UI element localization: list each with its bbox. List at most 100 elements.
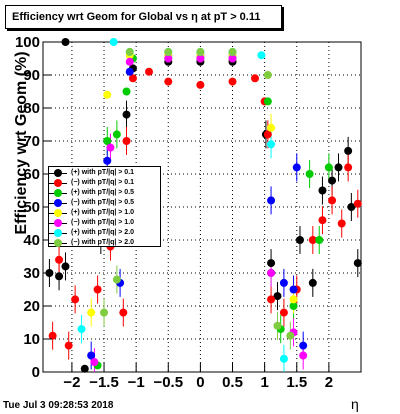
marker-series-1 bbox=[93, 285, 102, 294]
legend-marker bbox=[54, 169, 62, 177]
marker-series-0 bbox=[80, 364, 89, 373]
marker-series-0 bbox=[295, 236, 304, 244]
legend-label: (+) with pT/|q| > 0.1 bbox=[71, 169, 135, 176]
marker-series-1 bbox=[328, 196, 337, 205]
marker-series-6 bbox=[77, 325, 86, 334]
legend-label: (+) with pT/|q| > 2.0 bbox=[71, 229, 135, 236]
y-tick-label: 0 bbox=[32, 364, 40, 381]
marker-series-5 bbox=[90, 358, 99, 367]
x-tick-label: −2 bbox=[63, 374, 80, 391]
marker-series-1 bbox=[122, 137, 131, 145]
legend-item: (−) with pT/|q| > 0.5 bbox=[49, 198, 160, 208]
marker-series-2 bbox=[324, 163, 333, 172]
marker-series-5 bbox=[106, 143, 115, 152]
legend-label: (+) with pT/|q| > 1.0 bbox=[71, 209, 135, 216]
y-tick-label: 20 bbox=[23, 298, 40, 315]
marker-series-0 bbox=[267, 259, 276, 268]
y-tick-label: 70 bbox=[23, 133, 40, 150]
legend-marker bbox=[54, 179, 62, 187]
marker-series-4 bbox=[267, 123, 276, 132]
x-tick-label: −1 bbox=[128, 374, 145, 391]
y-axis-label: Efficiency wrt Geom (%) bbox=[13, 51, 30, 235]
marker-series-6 bbox=[109, 38, 118, 46]
legend-item: (−) with pT/|q| > 1.0 bbox=[49, 218, 160, 228]
x-tick-label: 1 bbox=[260, 374, 268, 391]
marker-series-0 bbox=[308, 278, 317, 287]
marker-series-7 bbox=[112, 275, 121, 284]
legend-marker bbox=[54, 239, 62, 247]
marker-series-2 bbox=[122, 87, 131, 96]
legend-label: (−) with pT/|q| > 2.0 bbox=[71, 239, 135, 246]
legend-marker bbox=[54, 189, 62, 197]
marker-series-0 bbox=[344, 146, 353, 155]
marker-series-1 bbox=[145, 67, 153, 76]
marker-series-2 bbox=[289, 302, 298, 310]
y-tick-label: 40 bbox=[23, 232, 40, 249]
x-tick-label: 0 bbox=[196, 374, 204, 391]
marker-series-1 bbox=[196, 80, 205, 89]
chart-title: Efficiency wrt Geom for Global vs η at p… bbox=[5, 5, 282, 29]
marker-series-2 bbox=[315, 236, 324, 244]
marker-series-1 bbox=[308, 236, 317, 244]
marker-series-1 bbox=[344, 163, 353, 172]
marker-series-4 bbox=[103, 90, 112, 99]
marker-series-5 bbox=[125, 57, 134, 66]
marker-series-3 bbox=[103, 156, 112, 165]
y-tick-label: 100 bbox=[15, 34, 40, 51]
marker-series-2 bbox=[263, 97, 272, 106]
legend-label: (−) with pT/|q| > 0.1 bbox=[71, 179, 135, 186]
marker-series-5 bbox=[267, 269, 276, 277]
x-tick-label: 1.5 bbox=[286, 374, 307, 391]
marker-series-2 bbox=[103, 137, 112, 145]
marker-series-3 bbox=[125, 67, 134, 76]
marker-series-7 bbox=[286, 331, 295, 340]
legend-marker bbox=[54, 199, 62, 207]
marker-series-0 bbox=[61, 262, 70, 271]
legend-item: (+) with pT/|q| > 0.1 bbox=[49, 168, 160, 178]
marker-series-0 bbox=[347, 203, 356, 211]
legend-label: (−) with pT/|q| > 0.5 bbox=[71, 199, 135, 206]
marker-series-0 bbox=[334, 163, 343, 172]
marker-series-4 bbox=[87, 308, 96, 317]
marker-series-7 bbox=[164, 47, 173, 56]
marker-series-2 bbox=[305, 170, 314, 178]
marker-series-6 bbox=[279, 354, 288, 363]
marker-series-1 bbox=[263, 130, 272, 139]
legend-item: (−) with pT/|q| > 0.1 bbox=[49, 178, 160, 188]
legend-item: (+) with pT/|q| > 0.5 bbox=[49, 188, 160, 198]
marker-series-7 bbox=[228, 47, 237, 56]
legend: (+) with pT/|q| > 0.1 (−) with pT/|q| > 0… bbox=[48, 166, 161, 247]
marker-series-1 bbox=[251, 74, 259, 83]
marker-series-3 bbox=[279, 278, 288, 287]
marker-series-7 bbox=[125, 47, 134, 56]
marker-series-4 bbox=[289, 295, 298, 304]
marker-series-1 bbox=[228, 77, 237, 86]
y-tick-label: 10 bbox=[23, 331, 40, 348]
legend-marker bbox=[54, 229, 62, 237]
marker-series-0 bbox=[318, 186, 327, 195]
legend-marker bbox=[54, 219, 62, 227]
x-tick-label: −0.5 bbox=[153, 374, 183, 391]
marker-series-5 bbox=[228, 54, 237, 63]
marker-series-2 bbox=[112, 130, 121, 139]
marker-series-0 bbox=[273, 292, 282, 301]
marker-series-1 bbox=[318, 216, 327, 225]
legend-label: (−) with pT/|q| > 1.0 bbox=[71, 219, 135, 226]
marker-series-3 bbox=[292, 163, 301, 172]
y-tick-label: 50 bbox=[23, 199, 40, 216]
marker-series-0 bbox=[122, 110, 131, 119]
marker-series-6 bbox=[257, 51, 266, 60]
marker-series-1 bbox=[48, 331, 57, 340]
marker-series-3 bbox=[87, 351, 96, 360]
legend-marker bbox=[54, 209, 62, 217]
marker-series-1 bbox=[119, 308, 128, 317]
legend-label: (+) with pT/|q| > 0.5 bbox=[71, 189, 135, 196]
marker-series-6 bbox=[267, 140, 276, 149]
marker-series-7 bbox=[100, 308, 109, 317]
x-tick-label: 0.5 bbox=[222, 374, 243, 391]
x-axis-ticks: −2 −1.5 −1 −0.5 0 0.5 1 1.5 2 bbox=[63, 363, 333, 391]
marker-series-1 bbox=[353, 199, 362, 208]
y-tick-label: 80 bbox=[23, 100, 40, 117]
marker-series-1 bbox=[164, 77, 173, 86]
